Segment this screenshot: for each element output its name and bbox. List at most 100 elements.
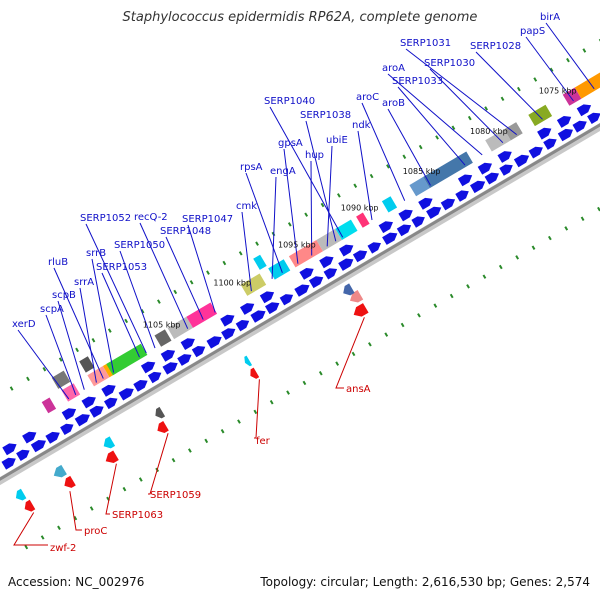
- leader-line: [57, 300, 85, 390]
- tick-mark: [89, 506, 94, 511]
- tick-mark: [320, 202, 325, 208]
- forward-gene-arrow: [180, 338, 195, 350]
- forward-gene-arrow: [104, 397, 118, 410]
- tick-mark: [402, 154, 407, 159]
- forward-gene-label: SERP1047: [182, 214, 233, 225]
- tick-mark: [255, 241, 259, 246]
- forward-gene-arrow: [235, 320, 250, 332]
- forward-gene-arrow: [528, 146, 543, 159]
- map-title: Staphylococcus epidermidis RP62A, comple…: [122, 10, 478, 25]
- tick-mark: [24, 544, 29, 550]
- tick-mark: [220, 428, 225, 434]
- leader-line: [79, 287, 97, 383]
- leader-line: [139, 222, 189, 329]
- forward-gene-label: engA: [270, 166, 296, 177]
- forward-gene-label: gpsA: [278, 138, 303, 149]
- tick-mark: [122, 486, 127, 492]
- tick-mark: [107, 328, 112, 333]
- kbp-label: 1095 kbp: [278, 241, 316, 250]
- accession-text: Accession: NC_002976: [8, 575, 145, 589]
- forward-gene-arrow: [411, 216, 425, 228]
- leader-line: [17, 329, 70, 400]
- tick-mark: [368, 342, 372, 347]
- tick-mark: [253, 409, 258, 415]
- feature-block: [409, 176, 430, 197]
- tick-mark: [435, 135, 439, 140]
- forward-gene-arrow: [308, 276, 324, 289]
- forward-gene-arrow: [259, 291, 275, 304]
- leader-line: [429, 68, 504, 144]
- tick-mark: [57, 525, 61, 531]
- kbp-label: 1080 kbp: [470, 127, 508, 136]
- tick-mark: [582, 48, 587, 53]
- feature-block: [316, 228, 342, 252]
- forward-gene-arrow: [2, 443, 17, 456]
- forward-gene-label: SERP1048: [160, 226, 211, 237]
- forward-gene-arrow: [133, 380, 148, 392]
- tick-mark: [9, 386, 14, 391]
- leader-line: [405, 48, 518, 135]
- forward-gene-arrow: [81, 396, 96, 409]
- reverse-gene-label: fer: [256, 436, 271, 447]
- forward-gene-arrow: [338, 258, 354, 271]
- forward-gene-label: SERP1033: [392, 76, 443, 87]
- kbp-label: 1105 kbp: [143, 320, 181, 329]
- tick-mark: [547, 235, 552, 241]
- forward-gene-label: srrA: [74, 277, 94, 288]
- tick-mark: [304, 212, 309, 217]
- forward-gene-arrow: [455, 190, 469, 202]
- feature-block: [240, 273, 267, 296]
- forward-gene-arrow: [74, 414, 90, 427]
- feature-block: [106, 343, 148, 376]
- forward-gene-label: aroA: [382, 63, 405, 74]
- tick-mark: [140, 309, 145, 314]
- tick-mark: [498, 264, 503, 270]
- feature-block: [61, 383, 81, 402]
- forward-gene-arrow: [537, 127, 552, 140]
- kbp-label: 1100 kbp: [213, 279, 251, 288]
- leader-line: [335, 317, 365, 389]
- tick-mark: [302, 380, 307, 386]
- leader-line: [525, 36, 574, 102]
- forward-gene-arrow: [513, 154, 530, 168]
- forward-gene-arrow: [140, 361, 156, 374]
- forward-gene-label: SERP1031: [400, 38, 451, 49]
- genome-backbone: [0, 122, 600, 486]
- reverse-gene-arrow: [244, 355, 253, 367]
- kbp-scale: 1075 kbp 1080 kbp 1085 kbp 1090 kbp 1095 kbp…: [143, 87, 577, 330]
- forward-gene-arrow: [279, 294, 294, 306]
- forward-gene-arrow: [484, 172, 499, 185]
- leader-line: [148, 433, 169, 495]
- tick-mark: [124, 318, 129, 324]
- reverse-gene-label: proC: [84, 526, 107, 537]
- leader-line: [45, 314, 77, 395]
- forward-gene-label: birA: [540, 12, 560, 23]
- tick-mark: [26, 376, 30, 382]
- genome-summary-text: Topology: circular; Length: 2,616,530 bp…: [260, 575, 590, 589]
- tick-mark: [42, 366, 47, 372]
- tick-mark: [189, 280, 194, 285]
- tick-mark: [516, 86, 521, 92]
- tick-mark: [386, 164, 390, 169]
- forward-gene-label: SERP1040: [264, 96, 315, 107]
- leader-line: [13, 512, 48, 546]
- tick-mark: [351, 351, 356, 357]
- leader-line: [245, 172, 283, 273]
- forward-gene-label: aroC: [356, 92, 379, 103]
- forward-gene-arrow: [220, 314, 235, 327]
- forward-gene-label: SERP1052: [80, 213, 131, 224]
- forward-gene-arrow: [147, 371, 162, 384]
- forward-gene-arrow: [162, 362, 178, 375]
- reverse-gene-label: SERP1059: [150, 490, 201, 501]
- forward-gene-arrow: [543, 138, 557, 150]
- reverse-gene-arrow: [250, 367, 260, 379]
- leader-line: [397, 86, 466, 166]
- forward-strand-genes: [1, 104, 600, 470]
- leader-line: [305, 120, 337, 242]
- tick-mark: [188, 448, 192, 453]
- kbp-label: 1090 kbp: [341, 204, 379, 213]
- forward-gene-arrow: [16, 449, 30, 461]
- forward-gene-label: cmk: [236, 201, 257, 212]
